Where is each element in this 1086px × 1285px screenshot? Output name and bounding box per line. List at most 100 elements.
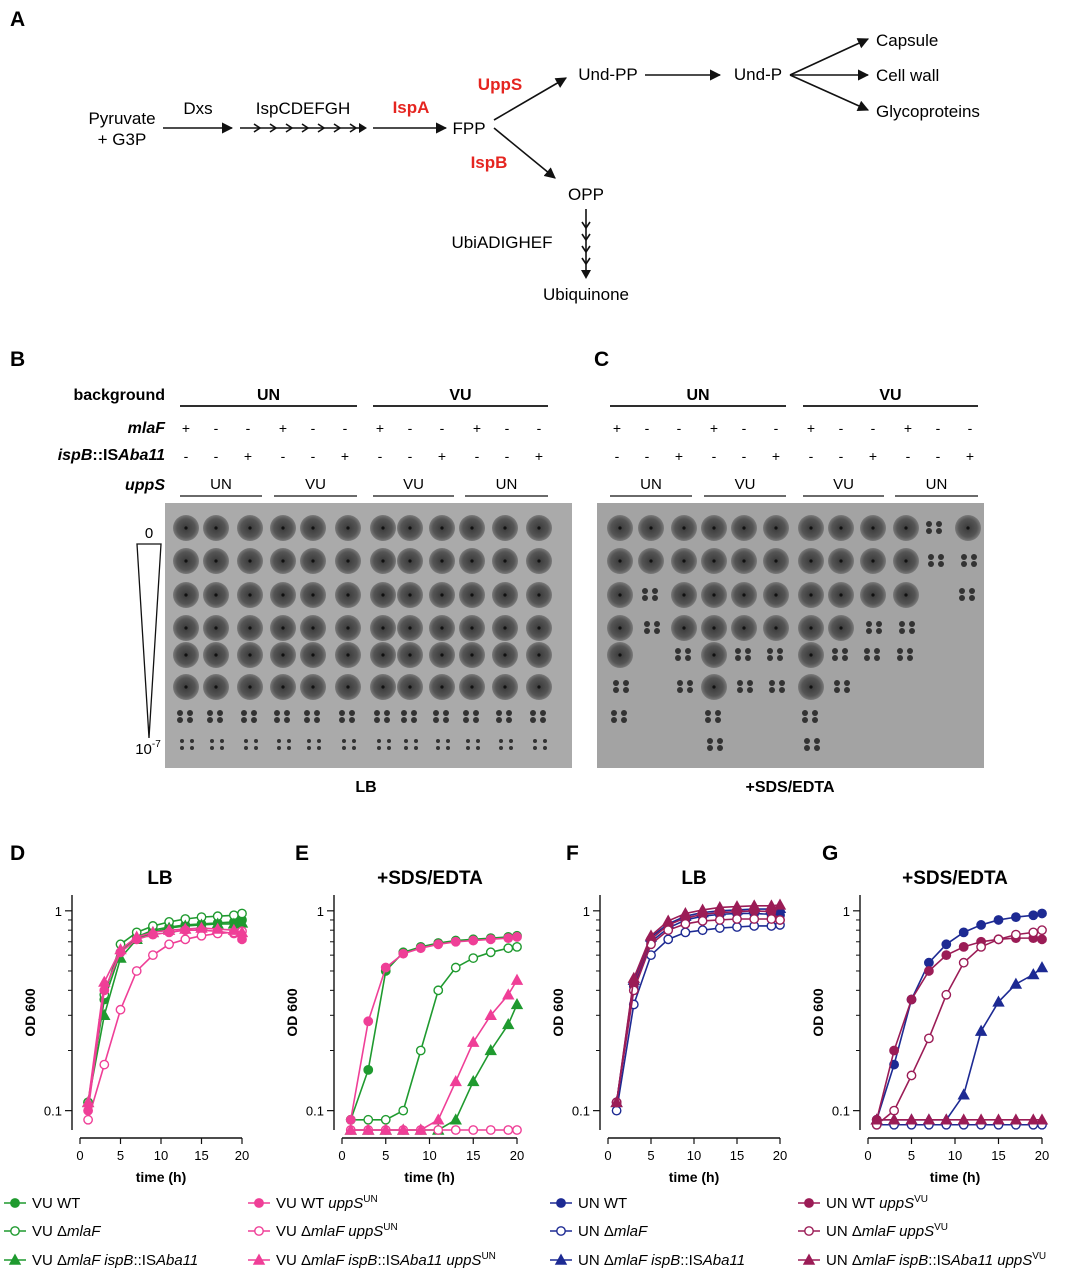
plate-lb-spot-center	[537, 559, 541, 563]
grid-c-ispb-cell: -	[615, 448, 620, 464]
plate-sds-edta-colony	[715, 710, 721, 716]
y-tick-label: 1	[843, 904, 850, 919]
grid-c-mlaf-cell: -	[968, 420, 973, 436]
row-label-ispb: ispB::ISAba11	[58, 447, 165, 464]
data-point	[195, 921, 208, 933]
plate-sds-edta-spot-center	[742, 526, 746, 530]
plate-sds-edta-spot-center	[809, 593, 813, 597]
plate-sds-edta-colony	[769, 687, 775, 693]
plate-lb-spot-center	[281, 559, 285, 563]
panel-letter-a: A	[10, 8, 25, 31]
node-g3p: + G3P	[98, 130, 147, 149]
data-point	[502, 988, 515, 1000]
dilution-top-label: 0	[145, 525, 153, 542]
grid-c-ispb-cell: -	[712, 448, 717, 464]
grid-b-mlaf-cell: +	[473, 420, 481, 436]
data-point	[83, 1114, 94, 1125]
plate-photo-sds-edta	[597, 503, 984, 768]
chart-title: +SDS/EDTA	[902, 868, 1008, 889]
data-point	[502, 1017, 515, 1030]
data-point	[765, 899, 778, 911]
x-tick-label: 10	[687, 1148, 701, 1163]
data-point	[398, 948, 409, 959]
x-axis-label: time (h)	[404, 1169, 455, 1185]
x-tick-label: 0	[864, 1148, 871, 1163]
arrow-ispb	[493, 127, 556, 179]
grid-b-ispb-cell: +	[535, 448, 543, 464]
y-tick-label: 0.1	[572, 1104, 590, 1119]
plate-lb-spot-center	[311, 685, 315, 689]
panel-letter-d: D	[10, 842, 25, 865]
series-line	[87, 929, 243, 1111]
plate-sds-edta-colony	[707, 745, 713, 751]
plate-lb-colony	[377, 746, 381, 750]
data-point	[146, 925, 160, 938]
plate-lb-colony	[187, 710, 193, 716]
data-point	[766, 914, 777, 924]
data-point	[237, 908, 247, 919]
plate-lb-spot-center	[537, 685, 541, 689]
plate-lb-colony	[414, 739, 418, 743]
data-point	[696, 903, 709, 915]
series	[611, 908, 785, 1108]
plate-sds-edta-colony	[874, 655, 880, 661]
legend-label: VU WT	[32, 1195, 80, 1212]
plate-lb-colony	[506, 717, 512, 723]
grid-b-background-label: VU	[449, 387, 471, 404]
chart-title: +SDS/EDTA	[377, 868, 483, 889]
data-point	[415, 943, 426, 954]
enzyme-upps: UppS	[478, 75, 522, 94]
plate-sds-edta-spot-center	[712, 626, 716, 630]
plate-lb-spot-center	[184, 653, 188, 657]
data-point	[714, 923, 725, 933]
plate-sds-edta-colony	[832, 648, 838, 654]
plate-lb-colony	[443, 710, 449, 716]
plate-sds-edta-colony	[834, 687, 840, 693]
plate-lb-colony	[274, 710, 280, 716]
plate-sds-edta-colony	[971, 561, 977, 567]
plate-lb-colony	[244, 746, 248, 750]
plate-sds-edta-colony	[685, 655, 691, 661]
data-point	[730, 900, 744, 912]
legend-marker	[10, 1226, 20, 1236]
data-point	[1028, 927, 1039, 938]
grid-b-ispb-cell: -	[214, 448, 219, 464]
plate-lb-colony	[540, 710, 546, 716]
data-point	[484, 1008, 497, 1020]
row-label-background: background	[73, 387, 165, 404]
y-tick-label: 0.1	[306, 1104, 324, 1119]
grid-c-ispb-cell: +	[772, 448, 780, 464]
plate-lb-spot-center	[408, 559, 412, 563]
data-point	[1009, 1113, 1023, 1125]
plate-sds-edta-colony	[866, 621, 872, 627]
legend-marker	[556, 1226, 566, 1236]
data-point	[627, 971, 640, 983]
plate-lb-spot-center	[381, 559, 385, 563]
x-tick-label: 5	[908, 1148, 915, 1163]
data-point	[510, 973, 524, 985]
plate-lb-spot-center	[281, 626, 285, 630]
plate-sds-edta-colony	[737, 687, 743, 693]
plate-sds-edta-spot-center	[712, 593, 716, 597]
plate-sds-edta-colony	[897, 655, 903, 661]
plate-lb-colony	[433, 710, 439, 716]
plate-lb-spot-center	[537, 653, 541, 657]
data-point	[906, 994, 917, 1005]
legend-marker	[252, 1253, 266, 1265]
series-line	[875, 912, 1043, 1121]
plate-sds-edta-colony	[928, 561, 934, 567]
data-point	[450, 1125, 461, 1135]
chart-g: +SDS/EDTA 0 5 10 15 20 0.1 1 time (h) OD 600	[810, 868, 1049, 1185]
chart-d: LB 0 5 10 15 20 0.1 1 time (h) OD 600	[22, 868, 249, 1185]
plate-sds-edta-colony	[779, 687, 785, 693]
plate-sds-edta-colony	[959, 595, 965, 601]
data-point	[974, 1113, 988, 1125]
plate-sds-edta-colony	[654, 621, 660, 627]
plate-lb-spot-center	[311, 653, 315, 657]
plate-lb-colony	[530, 710, 536, 716]
data-point	[115, 1004, 126, 1015]
x-tick-label: 10	[948, 1148, 962, 1163]
plate-lb-colony	[374, 710, 380, 716]
data-point	[697, 916, 708, 926]
plate-sds-edta-colony	[897, 648, 903, 654]
